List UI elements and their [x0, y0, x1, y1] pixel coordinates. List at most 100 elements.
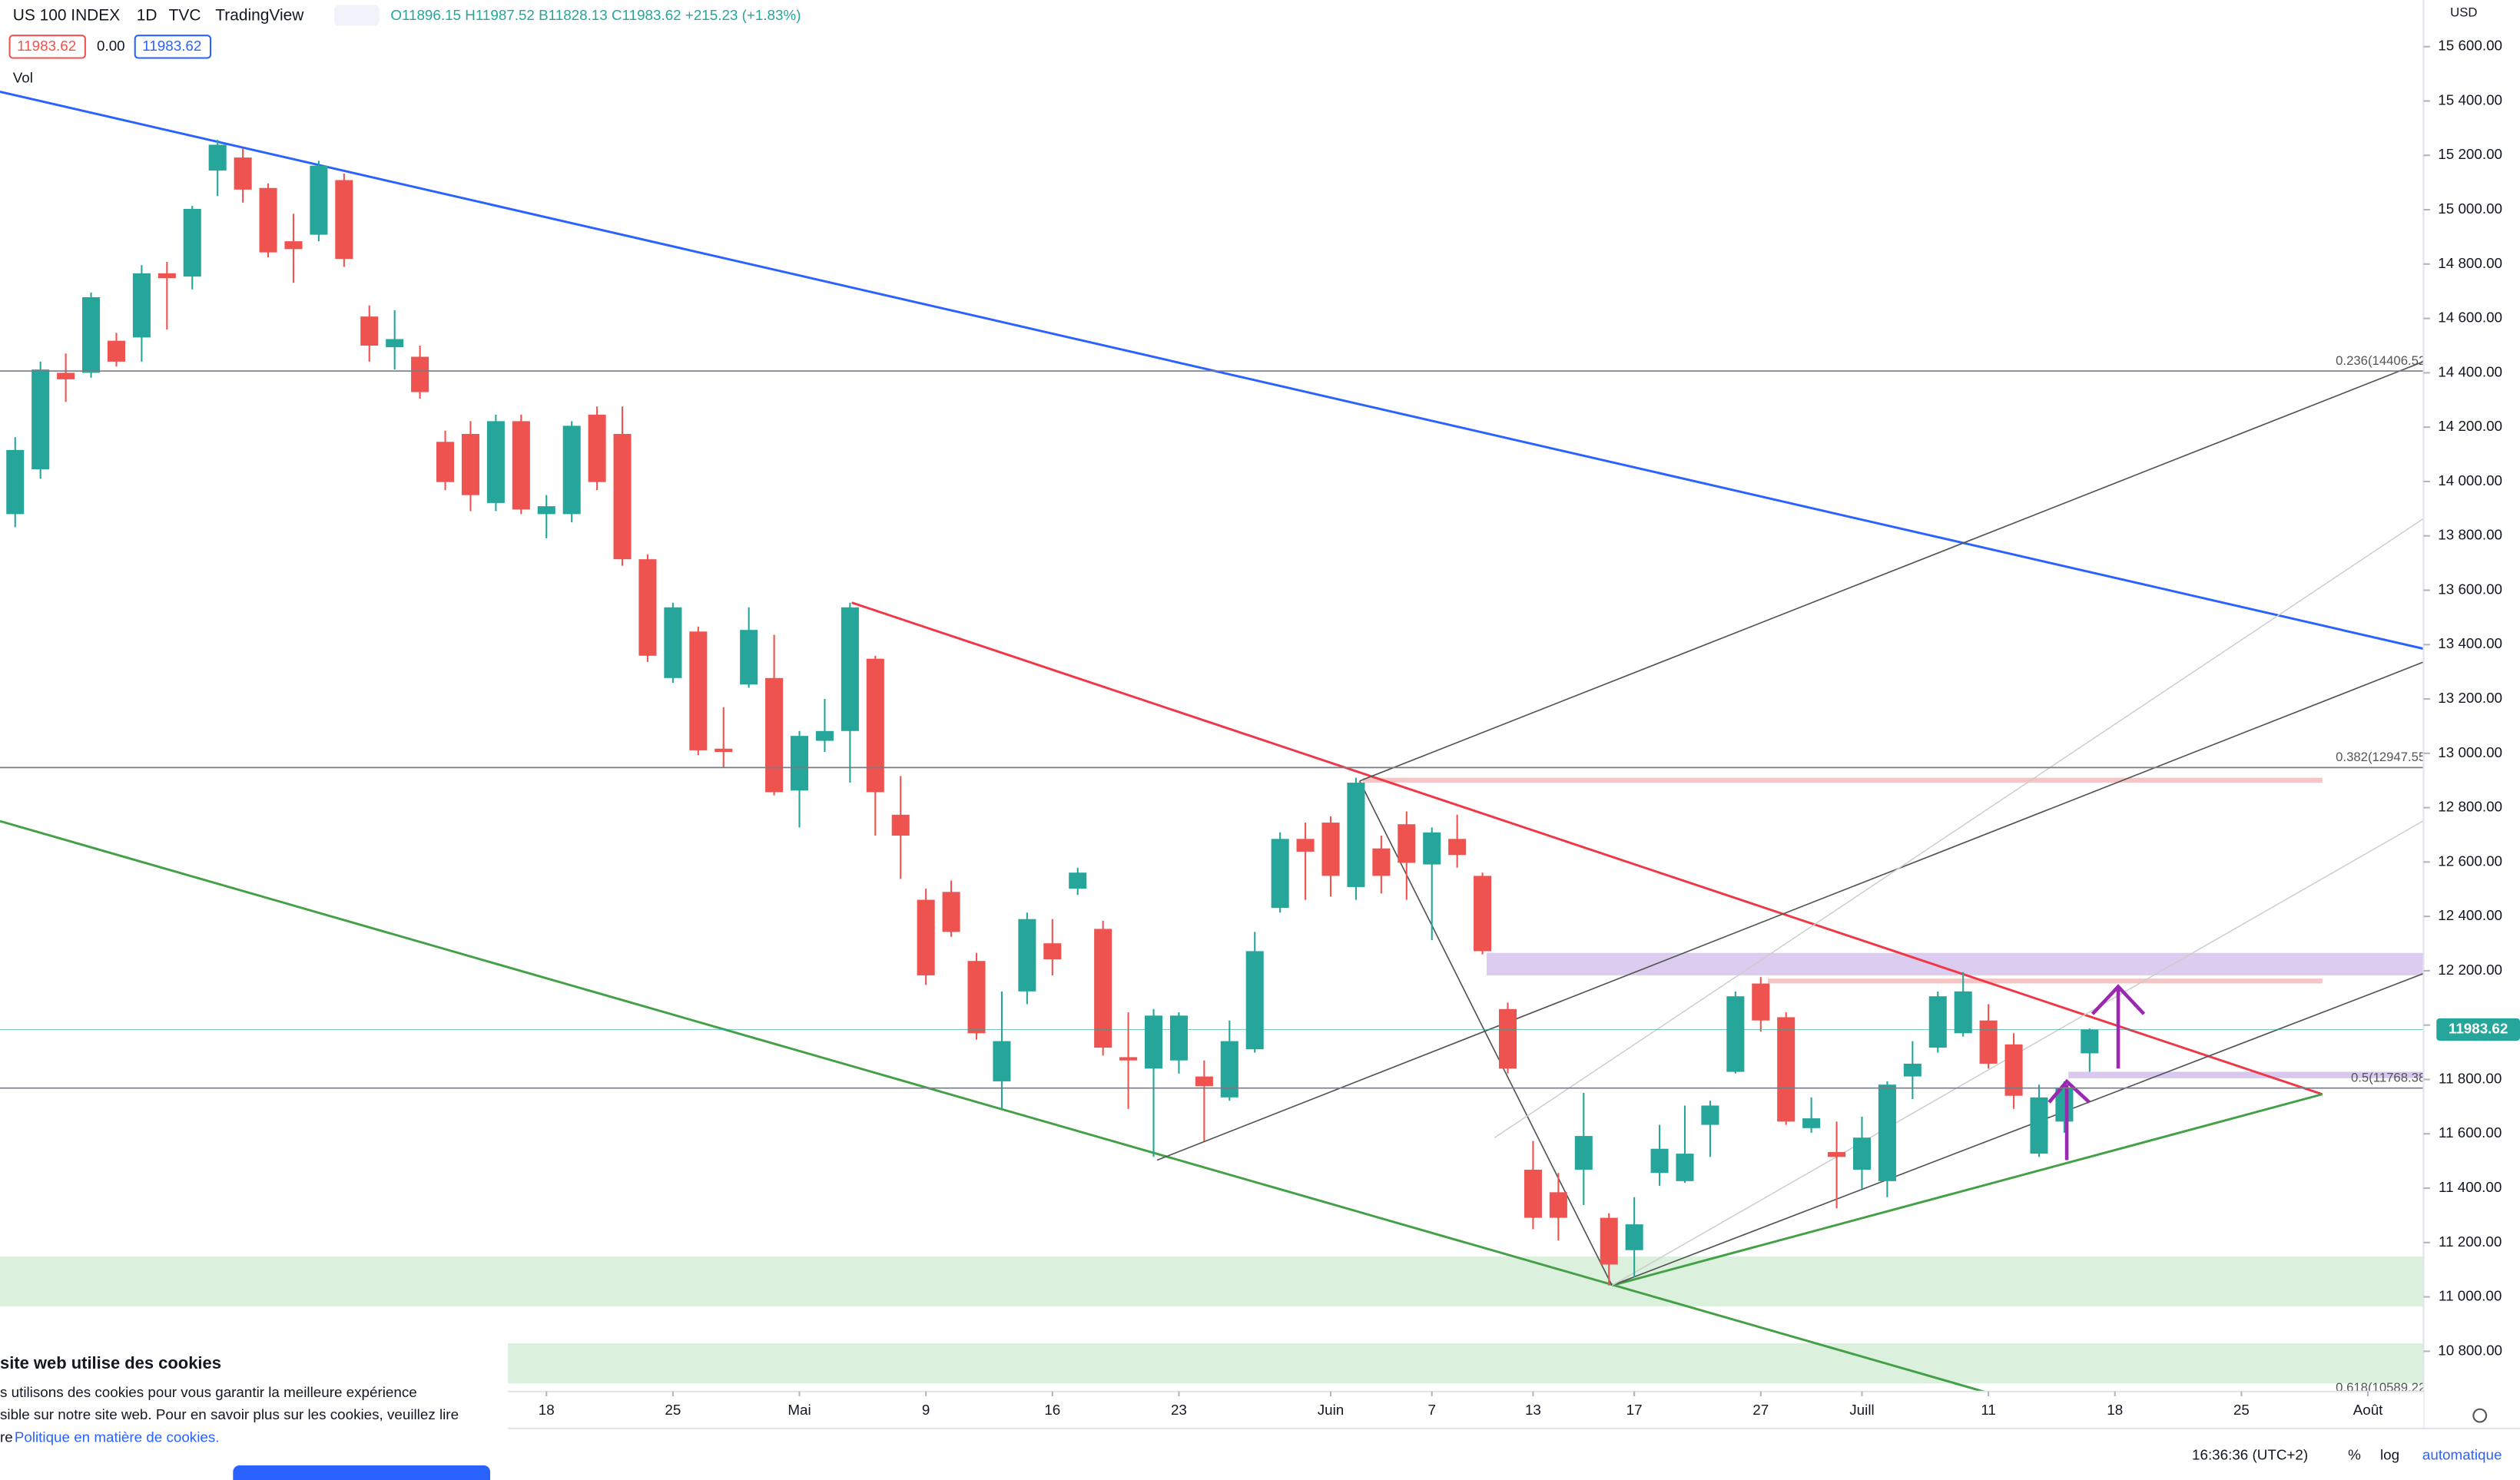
candle-body [1979, 1020, 1998, 1064]
candle-body [1018, 919, 1036, 992]
x-tick-label: 17 [1626, 1402, 1643, 1418]
candle-body [1094, 929, 1112, 1048]
x-tick-label: 16 [1044, 1402, 1060, 1418]
auto-toggle[interactable]: automatique [2422, 1446, 2502, 1462]
arrow [2048, 1078, 2091, 1160]
y-tick-label: 11 800.00 [2439, 1070, 2502, 1086]
x-tick-label: 27 [1752, 1402, 1769, 1418]
x-tick-label: 7 [1427, 1402, 1435, 1418]
support-zone [0, 1257, 2424, 1306]
candle-body [588, 414, 606, 482]
y-tick-label: 13 400.00 [2438, 635, 2502, 651]
accept-button[interactable] [233, 1465, 491, 1480]
x-tick-label: Août [2353, 1402, 2383, 1418]
ohlc: O11896.15 H11987.52 B11828.13 C11983.62 … [390, 7, 801, 23]
candle-body [613, 434, 632, 560]
zone [1768, 978, 2323, 984]
candle-body [1828, 1151, 1846, 1157]
candle-body [1701, 1105, 1719, 1125]
y-tick-label: 14 400.00 [2438, 363, 2502, 379]
candle-body [537, 506, 555, 515]
fib-label: 0.5(11768.38) [2351, 1071, 2430, 1085]
y-tick-label: 11 600.00 [2439, 1124, 2502, 1141]
settings-icon[interactable] [2472, 1408, 2488, 1423]
candle-body [1549, 1192, 1567, 1218]
arrow [2091, 984, 2146, 1069]
x-tick-label: 18 [2107, 1402, 2123, 1418]
candle-body [664, 607, 682, 678]
candle-body [1752, 983, 1770, 1021]
interval: 1D [137, 7, 158, 25]
y-tick-label: 14 800.00 [2438, 255, 2502, 271]
drawings [0, 91, 2424, 1392]
toggle[interactable] [334, 5, 380, 26]
candle-body [132, 273, 151, 338]
trend-line [0, 91, 2424, 651]
channel-line [1156, 661, 2424, 1161]
candle-body [740, 630, 758, 685]
candle-body [1954, 991, 1972, 1034]
x-tick-label: 18 [539, 1402, 555, 1418]
percent-toggle[interactable]: % [2348, 1446, 2361, 1462]
symbol: US 100 INDEX [13, 7, 120, 25]
candles [0, 140, 2424, 1286]
candle-body [841, 607, 859, 731]
y-tick-label: 14 600.00 [2438, 310, 2502, 326]
policy-link[interactable]: Politique en matière de cookies. [15, 1429, 220, 1445]
clock: 16:36:36 (UTC+2) [2192, 1446, 2308, 1462]
candle-body [815, 730, 834, 741]
candle-body [436, 442, 455, 482]
x-tick-label: 13 [1525, 1402, 1541, 1418]
candle-body [1169, 1015, 1188, 1061]
candle-body [1448, 839, 1467, 856]
banner-title: site web utilise des cookies [0, 1353, 221, 1372]
arrows [2048, 984, 2146, 1160]
y-tick-label: 14 000.00 [2438, 472, 2502, 488]
candle-body [512, 421, 530, 510]
x-tick-label: 25 [2233, 1402, 2250, 1418]
candle-body [158, 273, 176, 279]
log-toggle[interactable]: log [2380, 1446, 2399, 1462]
candle-body [1574, 1136, 1593, 1170]
trend-line [851, 601, 2323, 1096]
badge [8, 35, 86, 59]
x-tick-label: Juin [1318, 1402, 1345, 1418]
candle-body [32, 369, 50, 470]
candle-body [2055, 1088, 2074, 1122]
candle-body [942, 892, 960, 932]
channel-line [1611, 819, 2424, 1286]
candle-body [1195, 1076, 1213, 1087]
candle-body [1347, 783, 1365, 887]
zone [2068, 1071, 2440, 1078]
channel-line [1611, 972, 2424, 1286]
candle-body [866, 658, 884, 793]
candle-body [891, 814, 910, 836]
x-tick-label: 23 [1171, 1402, 1187, 1418]
candle-body [82, 297, 101, 373]
zone [1362, 777, 2323, 783]
candle-body [1296, 839, 1315, 852]
candle-body [259, 187, 277, 253]
x-tick-label: 9 [922, 1402, 930, 1418]
y-tick-label: 11 200.00 [2439, 1233, 2502, 1250]
y-tick-label: 14 200.00 [2438, 418, 2502, 434]
candle-body [917, 899, 935, 975]
trend-line [0, 819, 1988, 1392]
candle-body [1878, 1084, 1896, 1181]
candle-body [1524, 1169, 1542, 1218]
candle-body [562, 425, 581, 515]
candle-body [6, 449, 25, 515]
candle-body [715, 748, 733, 753]
candle-body [638, 559, 657, 656]
candle-body [57, 372, 75, 379]
banner-text: s utilisons des cookies pour vous garant… [0, 1384, 417, 1400]
y-tick-label: 10 800.00 [2438, 1342, 2502, 1358]
candle-body [208, 144, 227, 171]
spread: 0.00 [97, 38, 125, 54]
candle-body [1650, 1148, 1669, 1174]
x-tick-label: Mai [788, 1402, 811, 1418]
y-tick-label: 12 200.00 [2438, 962, 2502, 978]
channel-line [1359, 360, 2424, 782]
last-price-tag [2436, 1018, 2520, 1041]
